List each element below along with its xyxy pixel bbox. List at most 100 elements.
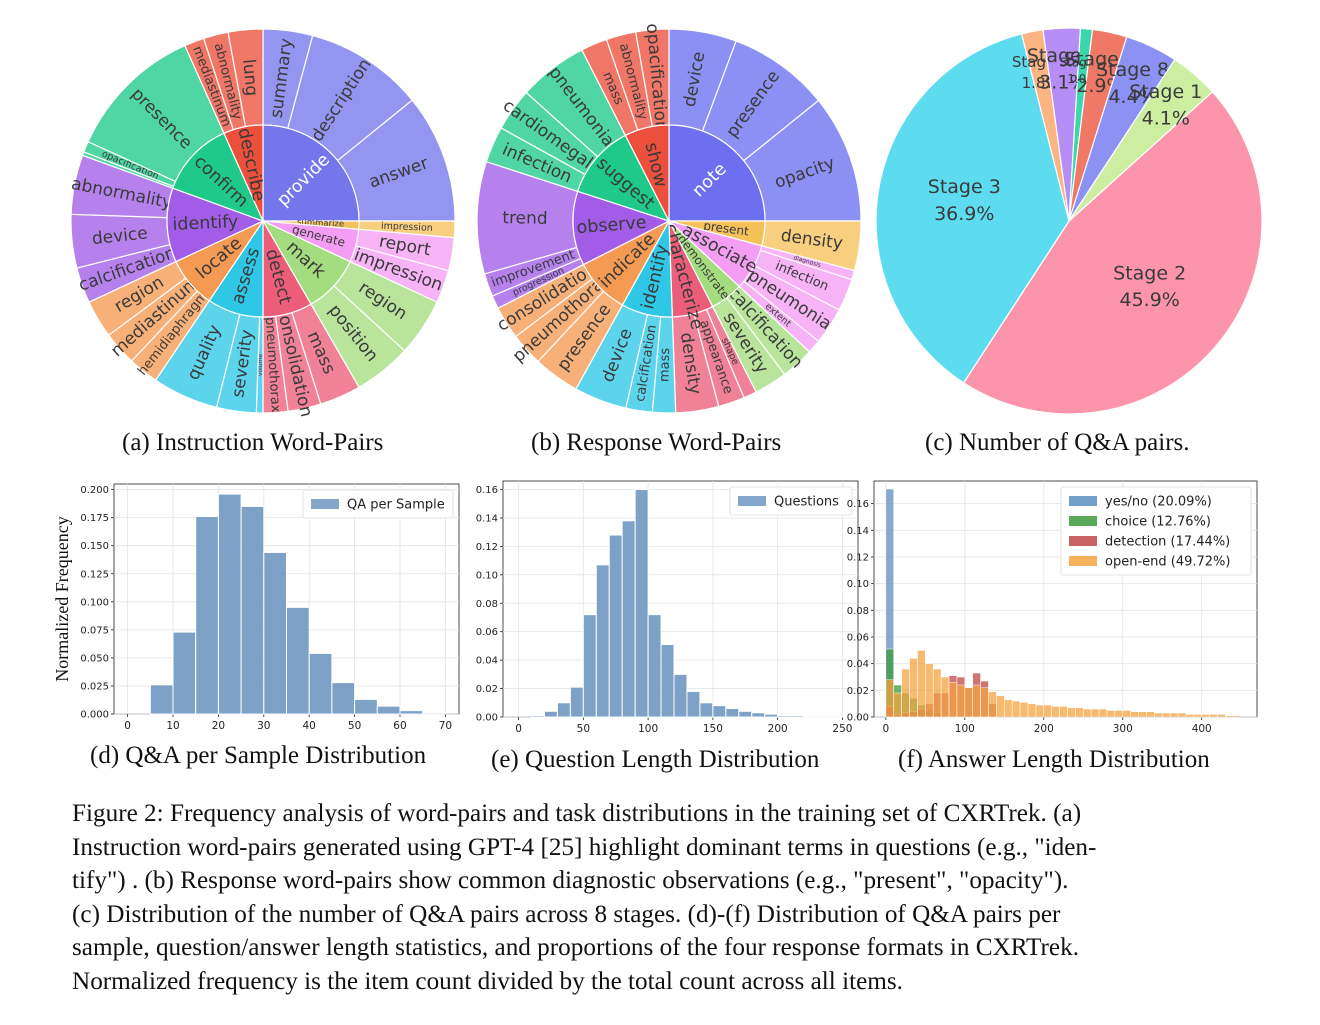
legend-label: choice (12.76%) — [1105, 515, 1211, 530]
x-tick-label: 250 — [832, 723, 852, 735]
bar — [1233, 715, 1242, 718]
y-tick-label: 0.050 — [80, 653, 109, 664]
x-tick-label: 0 — [124, 720, 131, 732]
pie-c: Stage 245.9%Stage 336.9%Stage 41.8%Stage… — [875, 27, 1263, 415]
y-tick-label: 0.06 — [476, 627, 498, 638]
bar — [1169, 712, 1179, 718]
inner-slice — [572, 190, 671, 266]
slice-label: pneumothorax — [262, 316, 283, 413]
bar — [1114, 710, 1124, 718]
bar — [964, 687, 974, 718]
legend-swatch — [1069, 536, 1097, 546]
y-tick-label: 0.02 — [476, 684, 498, 695]
bar — [399, 710, 424, 715]
bar — [331, 682, 356, 715]
legend-swatch — [738, 496, 766, 506]
bar — [1082, 708, 1092, 718]
caption-c: (c) Number of Q&A pairs. — [925, 429, 1190, 456]
y-tick-label: 0.04 — [476, 656, 498, 667]
bar — [956, 684, 966, 718]
y-tick-label: 0.000 — [80, 710, 109, 721]
x-tick-label: 60 — [393, 720, 406, 732]
caption-b: (b) Response Word-Pairs — [531, 429, 782, 456]
bar — [699, 702, 714, 718]
legend-swatch — [1069, 556, 1097, 566]
y-tick-label: 0.10 — [476, 570, 498, 581]
caption-line: Figure 2: Frequency analysis of word-pai… — [72, 800, 1082, 827]
bar — [1098, 708, 1108, 718]
y-tick-label: 0.16 — [847, 499, 869, 510]
x-tick-label: 50 — [348, 720, 361, 732]
y-tick-label: 0.10 — [847, 579, 869, 590]
y-tick-label: 0.175 — [80, 513, 109, 524]
x-tick-label: 200 — [768, 723, 788, 735]
y-tick-label: 0.00 — [476, 713, 498, 724]
legend-swatch — [311, 499, 339, 509]
y-tick-label: 0.12 — [476, 542, 498, 553]
bar — [1130, 711, 1139, 718]
bar — [569, 686, 584, 718]
bar — [901, 668, 910, 718]
pie-slice-value: 3.1% — [1039, 72, 1087, 94]
bar — [1138, 711, 1147, 718]
bar — [1027, 703, 1037, 718]
pie-slice-value: 36.9% — [934, 203, 994, 225]
y-tick-label: 0.100 — [80, 597, 109, 608]
x-tick-label: 50 — [577, 723, 590, 735]
bar — [1193, 714, 1203, 718]
bar — [1043, 704, 1052, 718]
bar — [1122, 710, 1131, 718]
x-tick-label: 150 — [703, 723, 723, 735]
bar — [354, 698, 378, 715]
bar — [1209, 714, 1218, 718]
bar — [972, 684, 981, 718]
inner-slice — [668, 124, 766, 222]
x-tick-label: 70 — [439, 720, 452, 732]
bar — [1075, 707, 1084, 718]
slice-label: impression — [381, 221, 433, 234]
histogram-e: 0.00 0.02 0.04 0.06 0.08 0.10 0.12 0.14 0.16 0 50 1… — [476, 480, 859, 735]
bar — [673, 673, 688, 718]
pie-slice-name: Stage 1 — [1129, 81, 1202, 103]
bar — [1019, 702, 1029, 718]
bar — [595, 564, 610, 718]
pie-slice-name: Stage 8 — [1096, 59, 1169, 81]
figure-caption: Figure 2: Frequency analysis of word-pai… — [72, 797, 1272, 998]
bar — [725, 707, 740, 718]
bar — [1185, 714, 1195, 718]
bar — [1059, 706, 1068, 718]
y-tick-label: 0.08 — [476, 599, 498, 610]
bar — [1106, 710, 1116, 718]
y-tick-label: 0.08 — [847, 606, 869, 617]
caption-line: Instruction word-pairs generated using G… — [72, 833, 1097, 861]
y-tick-label: 0.14 — [476, 513, 498, 524]
caption-line: tify") . (b) Response word-pairs show co… — [72, 867, 1069, 894]
bar — [686, 690, 701, 718]
bar — [660, 643, 675, 718]
slice-label: lung — [238, 58, 261, 97]
y-tick-label: 0.125 — [80, 569, 109, 580]
y-tick-label: 0.12 — [847, 553, 869, 564]
bar — [172, 631, 197, 715]
bar — [647, 614, 662, 718]
bar — [925, 663, 934, 718]
bar — [980, 687, 989, 718]
bar — [988, 691, 997, 718]
inner-slice — [262, 124, 360, 222]
sunburst-a: summary descriptionanswerprovideimpressio… — [70, 28, 456, 419]
histogram-d: 0.000 0.025 0.050 0.075 0.100 0.125 0.150 0.175… — [52, 483, 460, 732]
inner-slice — [223, 124, 264, 222]
x-tick-label: 0 — [515, 723, 522, 735]
caption-line: (c) Distribution of the number of Q&A pa… — [72, 900, 1061, 928]
bar — [422, 712, 446, 715]
x-tick-label: 300 — [1113, 723, 1133, 735]
bar — [1177, 712, 1187, 718]
bar — [531, 715, 545, 718]
bar — [608, 534, 623, 718]
y-tick-label: 0.075 — [80, 625, 109, 636]
bar — [803, 715, 818, 718]
bar — [932, 668, 942, 718]
legend-label: open-end (49.72%) — [1105, 555, 1230, 570]
inner-slice — [624, 124, 670, 222]
